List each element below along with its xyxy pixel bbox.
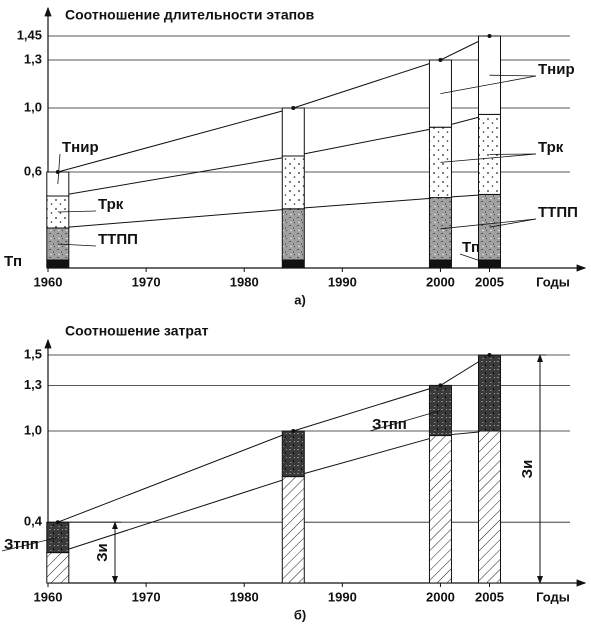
caption: б) <box>294 607 306 622</box>
bar-segment <box>281 155 305 210</box>
leader-line <box>489 218 537 228</box>
bar-segment <box>46 521 70 554</box>
bar-segment <box>478 354 502 432</box>
series-label: Трк <box>538 139 564 156</box>
series-label: Зтпп <box>4 536 39 553</box>
leader-line <box>57 210 97 213</box>
bar-segment <box>281 107 305 157</box>
bar-top-dot <box>438 58 443 62</box>
series-label: Тнир <box>538 61 575 78</box>
series-label: Тп <box>4 253 22 270</box>
x-axis-label: Годы <box>536 274 570 289</box>
series-label: Тнир <box>62 139 99 156</box>
x-tick-label: 2000 <box>426 274 455 289</box>
y-tick-label: 1,0 <box>24 99 42 114</box>
y-tick-label: 1,0 <box>24 422 42 437</box>
chart-title: Соотношение затрат <box>65 323 209 339</box>
x-tick-label: 1970 <box>132 589 161 604</box>
bar-top-dot <box>291 106 296 110</box>
caption: а) <box>294 292 306 307</box>
x-tick-label: 2005 <box>475 274 504 289</box>
leader-line <box>489 74 537 77</box>
leader-line <box>369 410 441 432</box>
leader-line <box>459 253 490 265</box>
series-label: Тп <box>462 239 480 256</box>
leader-line <box>57 243 97 247</box>
y-tick-label: 1,3 <box>24 377 42 392</box>
x-tick-label: 1990 <box>328 589 357 604</box>
leader-line <box>57 153 61 185</box>
bar-segment <box>281 476 305 584</box>
bar-segment <box>281 208 305 261</box>
bar-segment <box>478 430 502 584</box>
trend-line <box>57 113 490 197</box>
x-tick-label: 2005 <box>475 589 504 604</box>
x-tick-label: 2000 <box>426 589 455 604</box>
bar-segment <box>46 259 70 269</box>
x-tick-label: 1970 <box>132 274 161 289</box>
trend-line <box>57 35 490 173</box>
leader-line <box>440 75 537 94</box>
x-tick-label: 1960 <box>34 274 63 289</box>
y-tick-label: 0,4 <box>24 514 43 529</box>
bar-segment <box>46 552 70 584</box>
series-label: ТТПП <box>538 204 578 221</box>
bar-top-dot <box>438 383 443 388</box>
series-label: Зтпп <box>372 416 407 433</box>
leader-line <box>440 153 537 163</box>
series-label: ТТПП <box>98 231 138 248</box>
x-tick-label: 1960 <box>34 589 63 604</box>
x-tick-label: 1980 <box>230 589 259 604</box>
annotation: Зи <box>519 460 536 479</box>
trend-line <box>57 193 490 229</box>
leader-line <box>440 218 537 230</box>
x-axis-label: Годы <box>536 589 570 604</box>
bar-top-dot <box>487 34 492 38</box>
y-tick-label: 0,6 <box>24 163 42 178</box>
annotation: Зи <box>94 543 111 562</box>
bar-segment <box>281 259 305 269</box>
x-tick-label: 1990 <box>328 274 357 289</box>
x-tick-label: 1980 <box>230 274 259 289</box>
bar-top-dot <box>291 429 296 433</box>
trend-line <box>57 430 490 554</box>
series-label: Трк <box>98 196 124 213</box>
bar-segment <box>428 259 452 269</box>
chart-title: Соотношение длительности этапов <box>65 7 315 23</box>
bar-segment <box>281 430 305 478</box>
trend-line <box>57 354 490 523</box>
y-tick-label: 1,45 <box>17 27 42 42</box>
y-tick-label: 1,5 <box>24 346 42 361</box>
leader-line <box>1 537 58 552</box>
bar-segment <box>428 435 452 584</box>
y-tick-label: 1,3 <box>24 51 42 66</box>
bar-segment <box>428 384 452 437</box>
bar-top-dot <box>55 170 60 174</box>
